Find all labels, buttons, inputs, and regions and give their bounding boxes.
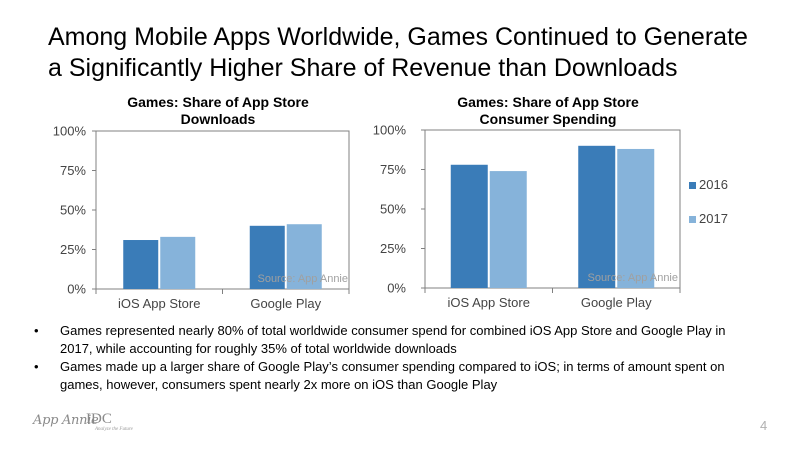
chart-1-title: Games: Share of App Store Downloads: [127, 94, 309, 127]
legend-label-2016: 2016: [699, 177, 728, 192]
chart-1-bar-2016: [123, 240, 159, 289]
page-number: 4: [760, 418, 768, 433]
bullet-dot: •: [34, 359, 39, 374]
chart-1-y-tick-label: 0%: [67, 282, 86, 297]
chart-2-bar-2016: [578, 145, 616, 288]
chart-2-x-tick-label: Google Play: [581, 295, 652, 310]
chart-2-x-tick-label: iOS App Store: [448, 295, 530, 310]
chart-2-y-tick-label: 25%: [380, 241, 406, 256]
chart-2-y-tick-label: 50%: [380, 202, 406, 217]
chart-2-y-tick-label: 0%: [387, 281, 406, 296]
chart-1-bar-2017: [286, 224, 322, 289]
chart-1-y-tick-label: 75%: [60, 163, 86, 178]
bullet-item: • Games represented nearly 80% of total …: [34, 322, 754, 357]
bullet-item: • Games made up a larger share of Google…: [34, 358, 754, 393]
bullet-text: Games made up a larger share of Google P…: [60, 359, 725, 392]
chart-2-title: Games: Share of App Store Consumer Spend…: [457, 94, 639, 127]
chart-1-bar-2016: [249, 225, 285, 289]
chart-2-bar-2016: [450, 164, 488, 288]
legend-label-2017: 2017: [699, 211, 728, 226]
slide-title: Among Mobile Apps Worldwide, Games Conti…: [48, 23, 748, 82]
chart-2-bar-2017: [617, 148, 655, 288]
bullet-text: Games represented nearly 80% of total wo…: [60, 323, 726, 356]
chart-1-x-tick-label: iOS App Store: [118, 296, 200, 311]
chart-1-bar-2017: [160, 236, 196, 289]
bullet-dot: •: [34, 323, 39, 338]
chart-1-y-tick-label: 25%: [60, 242, 86, 257]
chart-2-y-tick-label: 75%: [380, 162, 406, 177]
legend-swatch-2016: [689, 182, 696, 189]
chart-2-y-tick-label: 100%: [373, 123, 407, 138]
chart-2-source-note: Source: App Annie: [587, 272, 678, 284]
legend-swatch-2017: [689, 216, 696, 223]
chart-1-y-tick-label: 100%: [53, 124, 87, 139]
app-annie-logo: App Annie: [33, 413, 99, 428]
chart-1-y-tick-label: 50%: [60, 203, 86, 218]
idc-logo-tagline: Analyze the Future: [95, 427, 133, 432]
idc-logo: IDC: [86, 411, 112, 427]
bullet-list: • Games represented nearly 80% of total …: [34, 322, 754, 394]
chart-1-source-note: Source: App Annie: [257, 273, 348, 285]
chart-2-bar-2017: [489, 171, 527, 288]
chart-1-x-tick-label: Google Play: [250, 296, 321, 311]
